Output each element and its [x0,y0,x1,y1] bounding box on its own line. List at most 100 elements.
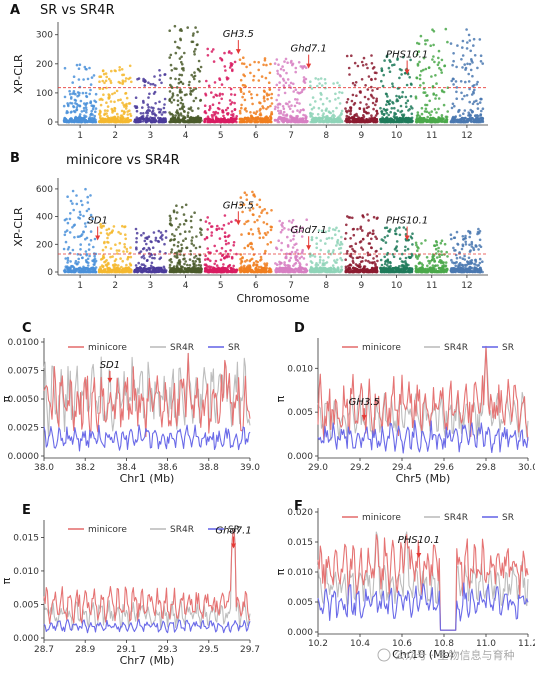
x-tick-label: 10 [391,281,403,291]
series-line-sr4r [43,352,251,439]
data-point [310,238,314,241]
data-point [194,264,198,267]
data-point [120,68,124,71]
data-point [262,119,266,123]
data-point [159,108,163,111]
data-point [299,269,303,273]
data-point [180,90,183,94]
x-tick-label: 5 [218,131,224,141]
data-point [68,92,72,96]
data-point [476,80,479,84]
data-point [250,93,253,96]
data-point [92,117,96,121]
data-point [122,73,126,77]
data-point [395,240,399,243]
data-point [434,264,437,267]
data-point [238,120,242,124]
data-point [86,195,89,199]
data-point [93,237,97,241]
data-point [372,96,375,100]
data-point [419,34,423,38]
data-point [263,57,267,60]
data-point [168,111,171,114]
data-point [265,63,268,67]
data-point [158,74,162,77]
data-point [269,241,273,244]
y-tick-label: 0.0000 [8,452,40,462]
data-point [192,32,195,35]
data-point [454,264,458,268]
data-point [351,216,354,220]
data-point [170,250,173,254]
data-point [311,254,315,257]
data-point [89,194,92,197]
data-point [213,244,216,248]
data-point [119,116,123,120]
data-point [262,97,266,100]
data-point [408,107,412,111]
data-point [75,108,79,111]
data-point [422,81,425,85]
x-tick-label: 3 [148,131,154,141]
data-point [195,235,198,238]
data-point [431,256,435,259]
data-point [458,119,462,123]
data-point [217,269,221,273]
data-point [387,66,391,70]
data-point [354,242,358,245]
data-point [461,54,465,57]
data-point [348,254,352,258]
data-point [406,118,409,122]
data-point [396,269,400,273]
data-point [211,119,214,123]
data-point [160,269,163,273]
data-point [382,73,386,77]
data-point [265,211,269,215]
data-point [87,267,91,271]
data-point [258,268,262,272]
data-point [222,263,225,266]
data-point [129,112,132,116]
chromosome-points-12 [449,28,485,124]
data-point [268,267,272,271]
data-point [479,97,483,101]
data-point [452,236,456,240]
data-point [84,237,87,241]
data-point [89,100,93,103]
data-point [198,120,202,124]
data-point [398,76,401,80]
data-point [269,62,272,66]
data-point [463,109,467,112]
data-point [294,66,298,70]
data-point [122,103,125,107]
data-point [451,63,454,67]
data-point [437,97,441,100]
data-point [420,106,424,110]
data-point [309,120,313,124]
data-point [114,243,117,246]
data-point [299,65,303,68]
data-point [349,106,353,109]
data-point [276,72,280,75]
data-point [381,268,385,272]
data-point [218,78,222,81]
data-point [435,94,438,97]
data-point [384,117,388,121]
data-point [264,118,268,122]
data-point [215,249,218,253]
data-point [62,247,66,251]
data-point [468,230,472,234]
data-point [125,96,129,100]
data-point [168,56,171,59]
data-point [114,258,118,261]
data-point [327,117,331,121]
data-point [389,60,392,63]
data-point [91,113,94,116]
data-point [374,235,377,239]
data-point [276,69,279,73]
data-point [75,194,78,197]
data-point [99,97,103,101]
data-point [262,106,265,110]
data-point [428,99,432,103]
